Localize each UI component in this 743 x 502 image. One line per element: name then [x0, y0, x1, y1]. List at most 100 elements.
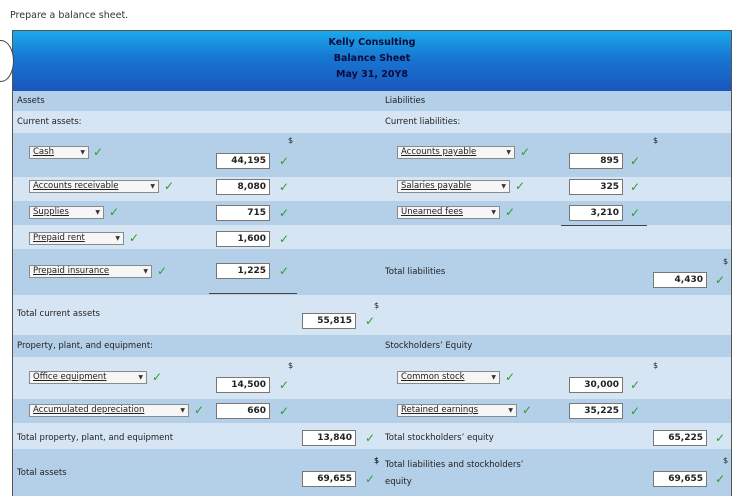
total-liabilities-input[interactable]: 4,430: [653, 272, 707, 288]
check-icon: ✓: [365, 314, 376, 328]
band: [13, 295, 731, 335]
cash-dropdown[interactable]: Cash ▼: [29, 146, 89, 159]
statement-date: May 31, 20Y8: [336, 69, 408, 80]
total-liabilities-label: Total liabilities: [385, 267, 446, 277]
unearned-fees-input[interactable]: 3,210: [569, 205, 623, 221]
check-icon: ✓: [194, 403, 205, 417]
dollar-sign: $: [653, 361, 659, 370]
band: [13, 91, 731, 111]
chevron-down-icon: ▼: [138, 374, 143, 381]
total-ppe-label: Total property, plant, and equipment: [17, 433, 174, 443]
retained-earnings-dropdown[interactable]: Retained earnings ▼: [397, 404, 517, 417]
check-icon: ✓: [93, 145, 104, 159]
unearned-fees-label: Unearned fees: [401, 207, 463, 217]
chevron-down-icon: ▼: [491, 374, 496, 381]
unearned-fees-dropdown[interactable]: Unearned fees ▼: [397, 206, 500, 219]
band: [13, 423, 731, 449]
check-icon: ✓: [630, 206, 641, 220]
accumulated-depreciation-dropdown[interactable]: Accumulated depreciation ▼: [29, 404, 189, 417]
accounts-receivable-input[interactable]: 8,080: [216, 179, 270, 195]
accounts-payable-input[interactable]: 895: [569, 153, 623, 169]
total-ppe-input[interactable]: 13,840: [302, 430, 356, 446]
accumulated-depreciation-label: Accumulated depreciation: [33, 405, 145, 415]
chevron-down-icon: ▼: [95, 209, 100, 216]
chevron-down-icon: ▼: [115, 235, 120, 242]
total-equity-label: Total stockholders’ equity: [385, 433, 494, 443]
chevron-down-icon: ▼: [508, 407, 513, 414]
total-current-assets-input[interactable]: 55,815: [302, 313, 356, 329]
salaries-payable-dropdown[interactable]: Salaries payable ▼: [397, 180, 510, 193]
accounts-payable-dropdown[interactable]: Accounts payable ▼: [397, 146, 515, 159]
assets-heading: Assets: [17, 96, 45, 106]
office-equipment-dropdown[interactable]: Office equipment ▼: [29, 371, 147, 384]
office-equipment-label: Office equipment: [33, 372, 107, 382]
liabilities-heading: Liabilities: [385, 96, 426, 106]
subtotal-rule: [209, 293, 297, 294]
check-icon: ✓: [279, 154, 290, 168]
total-equity-input[interactable]: 65,225: [653, 430, 707, 446]
total-liabilities-equity-input[interactable]: 69,655: [653, 471, 707, 487]
chevron-down-icon: ▼: [506, 149, 511, 156]
accounts-receivable-label: Accounts receivable: [33, 181, 119, 191]
instruction-text: Prepare a balance sheet.: [10, 10, 129, 21]
chevron-down-icon: ▼: [501, 183, 506, 190]
dollar-sign: $: [288, 361, 294, 370]
chevron-down-icon: ▼: [150, 183, 155, 190]
check-icon: ✓: [630, 378, 641, 392]
total-liabilities-equity-label: Total liabilities and stockholders’: [385, 460, 524, 470]
subtotal-rule: [561, 225, 647, 226]
retained-earnings-input[interactable]: 35,225: [569, 403, 623, 419]
supplies-input[interactable]: 715: [216, 205, 270, 221]
check-icon: ✓: [279, 232, 290, 246]
accumulated-depreciation-input[interactable]: 660: [216, 403, 270, 419]
check-icon: ✓: [715, 273, 726, 287]
chevron-down-icon: ▼: [80, 149, 85, 156]
common-stock-dropdown[interactable]: Common stock ▼: [397, 371, 500, 384]
dollar-sign: $: [723, 257, 729, 266]
office-equipment-input[interactable]: 14,500: [216, 377, 270, 393]
cash-label: Cash: [33, 147, 54, 157]
ppe-heading: Property, plant, and equipment:: [17, 341, 154, 351]
check-icon: ✓: [279, 206, 290, 220]
check-icon: ✓: [279, 404, 290, 418]
total-current-assets-label: Total current assets: [17, 309, 100, 319]
band: [13, 201, 731, 225]
band: [13, 449, 731, 496]
supplies-label: Supplies: [33, 207, 69, 217]
prepaid-insurance-input[interactable]: 1,225: [216, 263, 270, 279]
prepaid-rent-dropdown[interactable]: Prepaid rent ▼: [29, 232, 124, 245]
check-icon: ✓: [279, 378, 290, 392]
prepaid-insurance-label: Prepaid insurance: [33, 266, 110, 276]
salaries-payable-input[interactable]: 325: [569, 179, 623, 195]
prepaid-rent-input[interactable]: 1,600: [216, 231, 270, 247]
cash-input[interactable]: 44,195: [216, 153, 270, 169]
company-name: Kelly Consulting: [328, 37, 416, 48]
check-icon: ✓: [279, 264, 290, 278]
total-assets-input[interactable]: 69,655: [302, 471, 356, 487]
band: [13, 111, 731, 133]
common-stock-input[interactable]: 30,000: [569, 377, 623, 393]
balance-sheet: Kelly Consulting Balance Sheet May 31, 2…: [12, 30, 732, 496]
prepaid-rent-label: Prepaid rent: [33, 233, 85, 243]
check-icon: ✓: [630, 154, 641, 168]
dollar-sign: $: [374, 301, 380, 310]
dollar-sign: $: [723, 456, 729, 465]
supplies-dropdown[interactable]: Supplies ▼: [29, 206, 104, 219]
accounts-receivable-dropdown[interactable]: Accounts receivable ▼: [29, 180, 159, 193]
statement-title: Balance Sheet: [333, 53, 411, 64]
total-assets-label: Total assets: [17, 468, 67, 478]
chevron-down-icon: ▼: [180, 407, 185, 414]
check-icon: ✓: [129, 231, 140, 245]
check-icon: ✓: [515, 179, 526, 193]
dollar-sign: $: [374, 456, 380, 465]
check-icon: ✓: [152, 370, 163, 384]
prepaid-insurance-dropdown[interactable]: Prepaid insurance ▼: [29, 265, 152, 278]
band: [13, 335, 731, 357]
check-icon: ✓: [715, 472, 726, 486]
current-assets-heading: Current assets:: [17, 117, 82, 127]
dollar-sign: $: [374, 456, 380, 465]
band: [13, 133, 731, 177]
band: [13, 225, 731, 249]
check-icon: ✓: [164, 179, 175, 193]
check-icon: ✓: [279, 180, 290, 194]
